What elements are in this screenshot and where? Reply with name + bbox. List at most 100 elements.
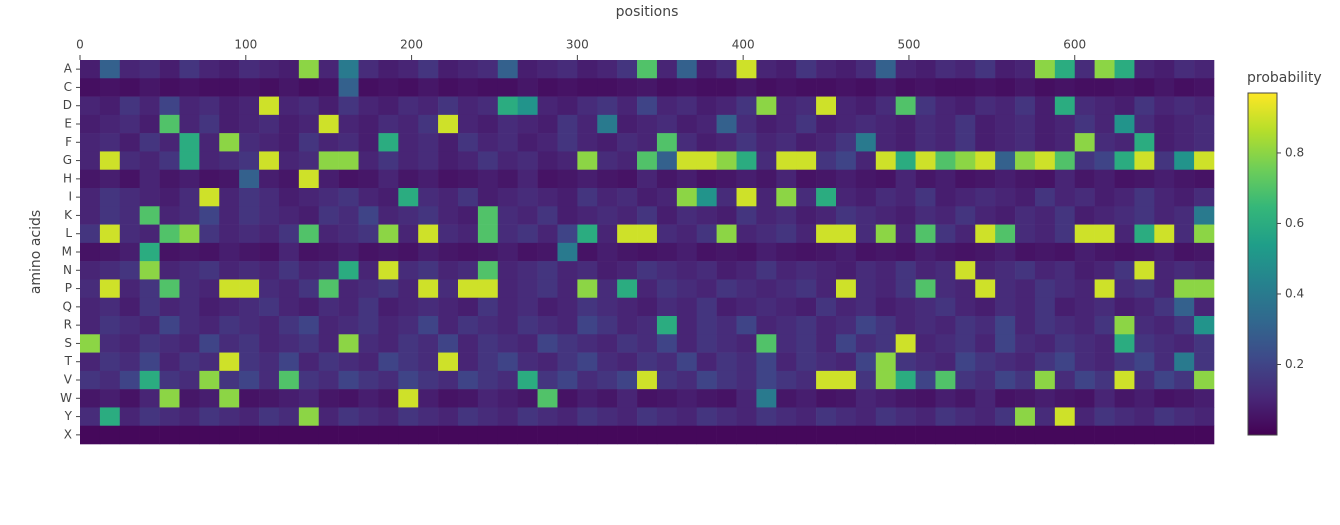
heatmap-cell	[418, 370, 439, 390]
heatmap-cell	[637, 169, 658, 189]
heatmap-cell	[179, 297, 200, 317]
heatmap-cell	[1054, 169, 1076, 189]
heatmap-cell	[318, 352, 339, 372]
heatmap-cell	[617, 279, 638, 299]
heatmap-cell	[199, 114, 220, 134]
heatmap-cell	[378, 370, 399, 390]
heatmap-cell	[915, 316, 936, 335]
heatmap-cell	[1194, 352, 1215, 372]
heatmap-cell	[1194, 425, 1215, 445]
heatmap-cell	[776, 261, 797, 280]
heatmap-cell	[1174, 133, 1195, 152]
heatmap-cell	[159, 96, 180, 116]
heatmap-cell	[517, 242, 538, 262]
heatmap-cell	[338, 114, 359, 134]
heatmap-cell	[119, 151, 140, 171]
heatmap-cell	[975, 352, 996, 372]
heatmap-cell	[338, 242, 359, 262]
heatmap-cell	[875, 279, 896, 299]
heatmap-cell	[955, 334, 976, 353]
heatmap-cell	[796, 188, 817, 207]
heatmap-cell	[975, 279, 996, 299]
heatmap-cell	[577, 78, 598, 97]
heatmap-cell	[895, 407, 916, 427]
heatmap-cell	[99, 425, 121, 445]
heatmap-cell	[278, 334, 300, 353]
heatmap-cell	[298, 96, 320, 116]
heatmap-cell	[935, 133, 956, 152]
heatmap-cell	[179, 188, 200, 207]
heatmap-cell	[1094, 316, 1115, 335]
heatmap-cell	[1034, 133, 1056, 152]
heatmap-cell	[1154, 151, 1175, 171]
heatmap-cell	[1114, 352, 1135, 372]
heatmap-cell	[1094, 279, 1115, 299]
heatmap-cell	[895, 224, 916, 244]
heatmap-cell	[298, 316, 320, 335]
heatmap-cell	[597, 261, 618, 280]
heatmap-cell	[816, 224, 837, 244]
heatmap-cell	[995, 279, 1016, 299]
heatmap-cell	[696, 188, 717, 207]
heatmap-cell	[1034, 96, 1056, 116]
heatmap-cell	[179, 169, 200, 189]
heatmap-cell	[119, 370, 140, 390]
heatmap-cell	[975, 389, 996, 408]
heatmap-cell	[816, 151, 837, 171]
heatmap-cell	[1134, 425, 1155, 445]
heatmap-cell	[557, 133, 578, 152]
heatmap-cell	[716, 169, 737, 189]
heatmap-cell	[259, 188, 280, 207]
heatmap-cell	[119, 224, 140, 244]
heatmap-cell	[1034, 78, 1056, 97]
heatmap-cell	[318, 169, 339, 189]
heatmap-cell	[259, 389, 280, 408]
heatmap-cell	[179, 316, 200, 335]
heatmap-cell	[1154, 224, 1175, 244]
heatmap-cell	[517, 389, 538, 408]
heatmap-cell	[776, 206, 797, 225]
y-tick-label: T	[64, 354, 73, 368]
heatmap-cell	[438, 425, 459, 445]
heatmap-cell	[458, 389, 479, 408]
heatmap-cell	[338, 224, 359, 244]
heatmap-cell	[1015, 425, 1036, 445]
heatmap-cell	[1174, 425, 1195, 445]
heatmap-cell	[855, 169, 877, 189]
heatmap-cell	[458, 334, 479, 353]
heatmap-cell	[239, 96, 260, 116]
heatmap-cell	[597, 114, 618, 134]
heatmap-cell	[517, 133, 538, 152]
heatmap-cell	[557, 169, 578, 189]
heatmap-cell	[179, 96, 200, 116]
heatmap-cell	[1054, 407, 1076, 427]
heatmap-cell	[1054, 370, 1076, 390]
heatmap-cell	[99, 334, 121, 353]
heatmap-cell	[338, 133, 359, 152]
heatmap-cell	[776, 242, 797, 262]
heatmap-cell	[239, 60, 260, 79]
heatmap-cell	[438, 169, 459, 189]
heatmap-cell	[736, 151, 757, 171]
heatmap-cell	[1094, 425, 1115, 445]
heatmap-cell	[1094, 407, 1115, 427]
heatmap-cell	[756, 96, 777, 116]
heatmap-cell	[577, 96, 598, 116]
heatmap-cell	[298, 78, 320, 97]
heatmap-cell	[756, 206, 777, 225]
heatmap-cell	[716, 114, 737, 134]
heatmap-cell	[617, 425, 638, 445]
heatmap-cell	[338, 261, 359, 280]
heatmap-cell	[219, 96, 240, 116]
heatmap-cell	[477, 279, 499, 299]
heatmap-cell	[477, 114, 499, 134]
heatmap-cell	[816, 334, 837, 353]
heatmap-cell	[776, 334, 797, 353]
heatmap-cell	[1034, 60, 1056, 79]
y-tick-label: S	[64, 336, 72, 350]
heatmap-cell	[179, 242, 200, 262]
heatmap-cell	[756, 188, 777, 207]
heatmap-cell	[975, 334, 996, 353]
heatmap-cell	[796, 242, 817, 262]
heatmap-cell	[438, 206, 459, 225]
